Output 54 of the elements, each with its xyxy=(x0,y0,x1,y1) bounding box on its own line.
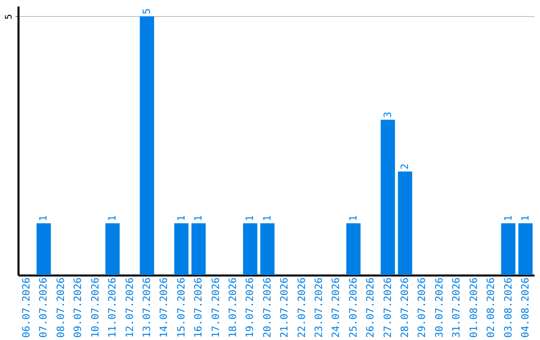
data-label: 1 xyxy=(108,215,119,222)
x-tick-label: 11.07.2026 xyxy=(108,278,119,338)
bar xyxy=(191,223,206,275)
x-tick-label: 12.07.2026 xyxy=(124,278,136,338)
x-tick-label: 20.07.2026 xyxy=(262,278,274,338)
data-label: 1 xyxy=(262,215,274,222)
x-tick-label: 04.08.2026 xyxy=(520,278,532,338)
x-tick-label: 07.07.2026 xyxy=(38,278,50,338)
x-tick-label: 28.07.2026 xyxy=(400,278,412,338)
x-tick-label: 06.07.2026 xyxy=(22,278,33,338)
bar xyxy=(260,223,275,275)
x-tick-label: 03.08.2026 xyxy=(503,278,514,338)
bar xyxy=(346,223,361,275)
x-tick-label: 01.08.2026 xyxy=(468,278,480,338)
x-tick-label: 27.07.2026 xyxy=(382,278,394,338)
x-tick-label: 19.07.2026 xyxy=(245,278,256,338)
bar xyxy=(398,172,412,275)
bar xyxy=(140,16,154,275)
data-label: 1 xyxy=(38,215,50,222)
x-tick-label: 23.07.2026 xyxy=(314,278,326,338)
x-tick-label: 22.07.2026 xyxy=(296,278,308,338)
x-tick-label: 25.07.2026 xyxy=(348,278,360,338)
bar xyxy=(380,120,395,275)
x-tick-label: 15.07.2026 xyxy=(176,278,188,338)
bar xyxy=(36,223,51,275)
data-label: 1 xyxy=(348,215,360,222)
data-label: 1 xyxy=(503,215,514,222)
data-label: 1 xyxy=(194,215,205,222)
data-label: 1 xyxy=(176,215,188,222)
bar xyxy=(105,223,120,275)
x-tick-label: 10.07.2026 xyxy=(90,278,102,338)
x-tick-label: 29.07.2026 xyxy=(417,278,428,338)
data-label: 1 xyxy=(520,215,532,222)
x-tick-label: 18.07.2026 xyxy=(228,278,239,338)
x-tick-label: 09.07.2026 xyxy=(73,278,84,338)
x-tick-label: 16.07.2026 xyxy=(194,278,205,338)
data-label: 5 xyxy=(142,8,153,14)
x-tick-label: 26.07.2026 xyxy=(366,278,377,338)
data-label: 2 xyxy=(400,164,412,170)
data-label: 3 xyxy=(382,112,394,118)
x-tick-label: 24.07.2026 xyxy=(331,278,342,338)
data-label: 1 xyxy=(245,215,256,222)
bar xyxy=(518,223,533,275)
x-tick-label: 08.07.2026 xyxy=(56,278,67,338)
x-tick-label: 31.07.2026 xyxy=(452,278,463,338)
x-tick-label: 21.07.2026 xyxy=(280,278,291,338)
bar xyxy=(174,223,189,275)
x-tick-label: 17.07.2026 xyxy=(210,278,222,338)
bar xyxy=(501,223,516,275)
x-tick-label: 02.08.2026 xyxy=(486,278,498,338)
x-tick-label: 13.07.2026 xyxy=(142,278,153,338)
bar xyxy=(243,223,258,275)
x-tick-label: 14.07.2026 xyxy=(159,278,170,338)
x-tick-label: 30.07.2026 xyxy=(434,278,446,338)
